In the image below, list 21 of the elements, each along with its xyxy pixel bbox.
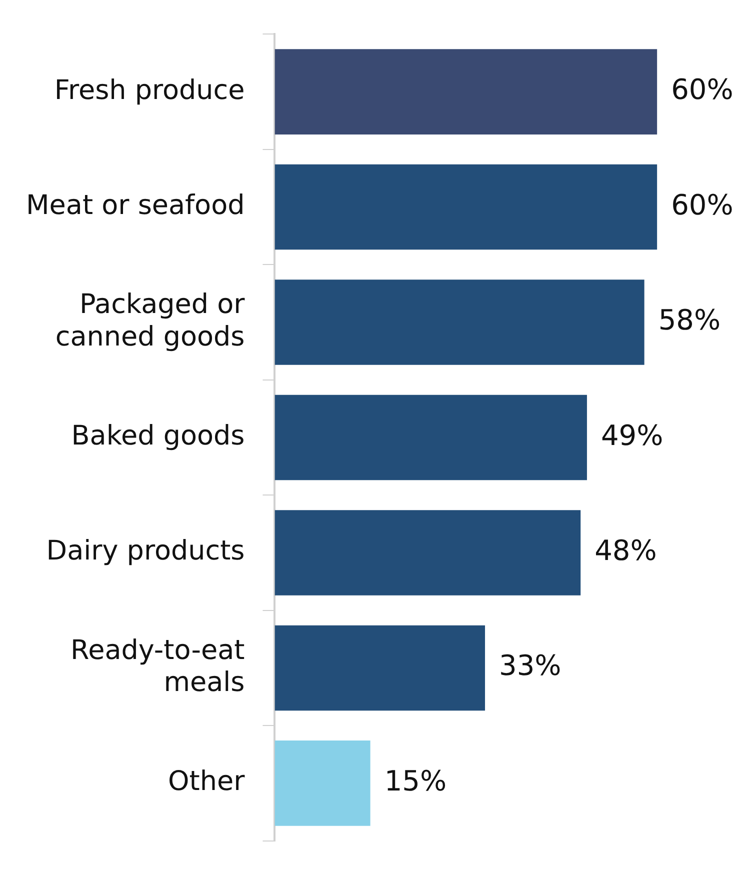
- data-label: 58%: [658, 304, 721, 337]
- data-label: 60%: [671, 188, 734, 222]
- y-tick-label: Baked goods: [71, 420, 245, 452]
- y-tick-label: Fresh produce: [54, 74, 245, 106]
- bar: [274, 280, 644, 365]
- y-tick-label: Dairy products: [46, 536, 245, 567]
- y-tick-label: Packaged or canned goods: [55, 289, 246, 352]
- data-label: 49%: [600, 418, 664, 452]
- bar: [274, 164, 658, 250]
- data-label: 33%: [499, 649, 562, 682]
- bar: [274, 510, 581, 596]
- data-label: 15%: [384, 764, 447, 798]
- y-tick-label: Meat or seafood: [26, 190, 245, 222]
- bar: [274, 394, 587, 480]
- bar: [274, 740, 370, 826]
- y-tick-label: Ready-to-eat meals: [70, 634, 245, 698]
- data-label: 48%: [594, 534, 657, 568]
- bar: [274, 625, 486, 711]
- bar: [274, 49, 658, 134]
- y-tick-label: Other: [168, 766, 246, 798]
- data-label: 60%: [671, 73, 734, 106]
